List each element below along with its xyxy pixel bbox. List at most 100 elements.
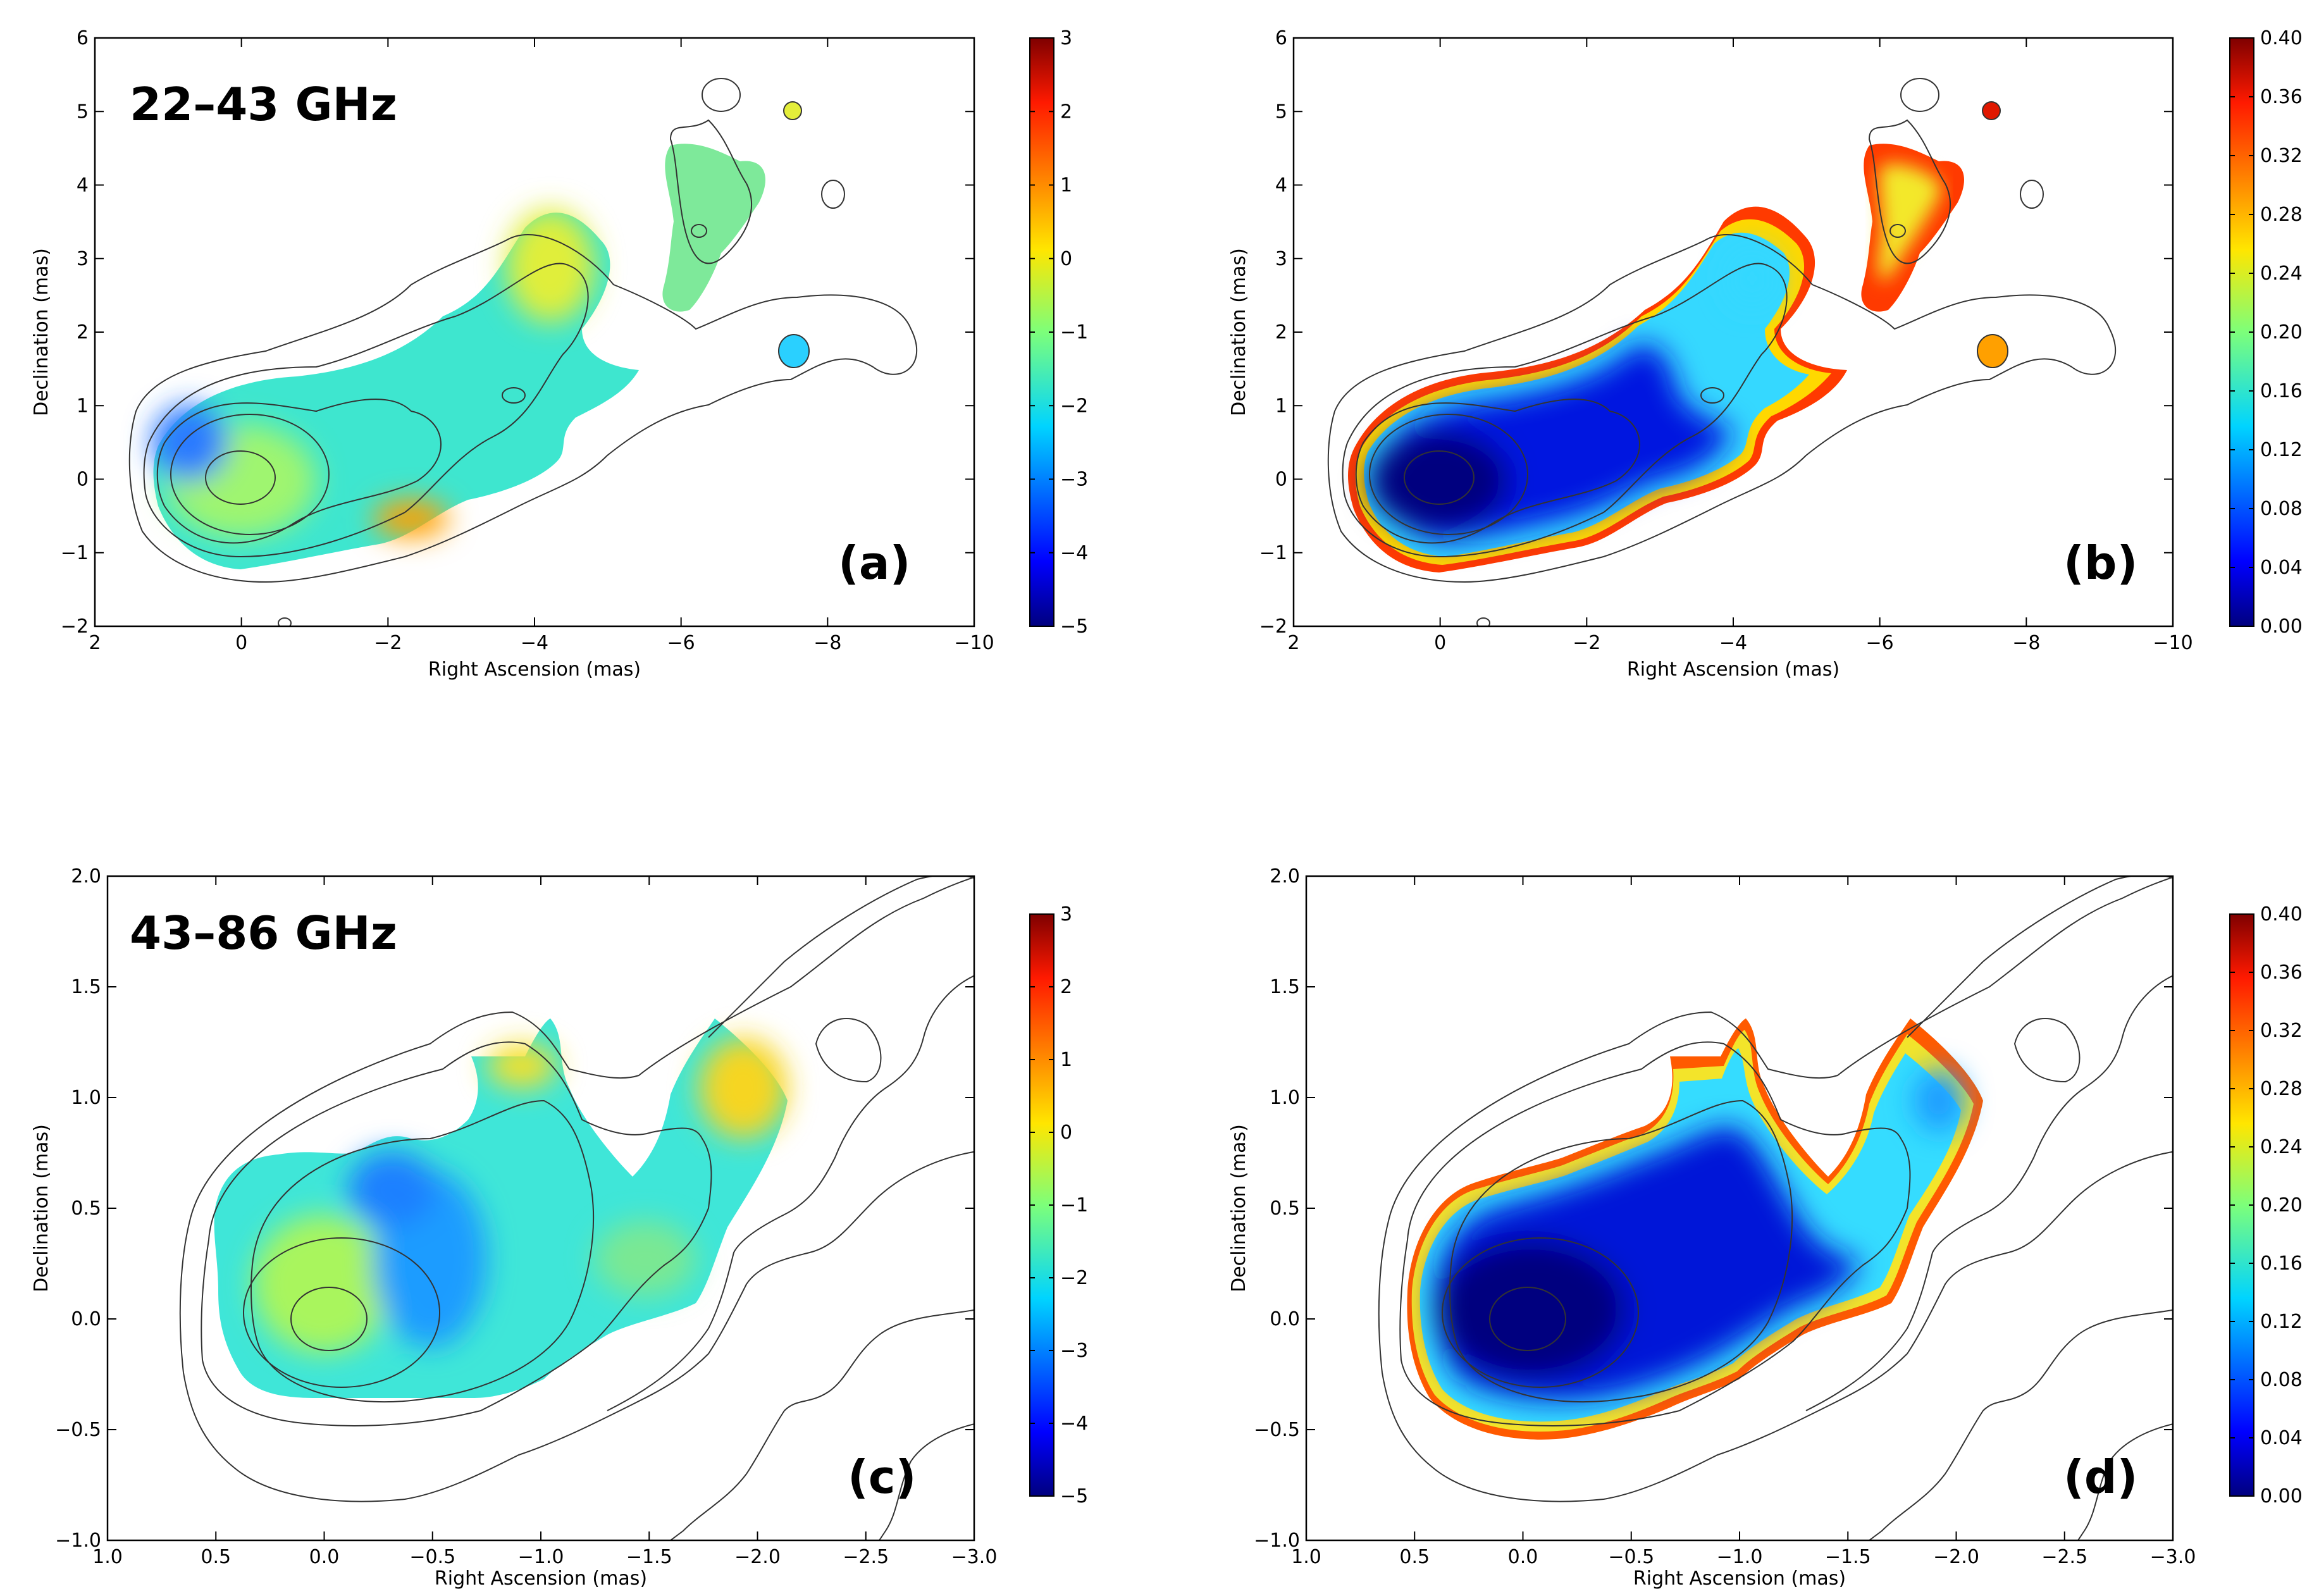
contour-line	[1805, 876, 2173, 1411]
y-tick-label: 0.5	[1270, 1197, 1300, 1220]
y-tick-label: 4	[77, 175, 89, 197]
x-tick-label: −4	[1719, 632, 1747, 654]
jet-blob-lower	[778, 334, 810, 368]
colorbar-tick-label: 0.24	[2260, 263, 2303, 285]
colorbar-tick-label: 3	[1060, 903, 1072, 925]
contour-line	[179, 876, 974, 1502]
colorbar-tick-label: 0.36	[2260, 86, 2303, 108]
contour-line	[1369, 414, 1528, 535]
y-tick-labels: −1.0 −0.5 0.0 0.5 1.0 1.5 2.0	[55, 865, 101, 1552]
contour-line	[607, 876, 974, 1411]
contour-line	[205, 450, 276, 505]
x-tick-label: 0.5	[1399, 1546, 1430, 1568]
x-tick-label: −2	[1573, 632, 1600, 654]
y-tick-label: 1.5	[71, 976, 101, 998]
panel-c: 1.0 0.5 0.0 −0.5 −1.0 −1.5 −2.0 −2.5 −3.0 −1.0 −0…	[30, 865, 1088, 1590]
y-tick-label: 6	[77, 27, 89, 49]
colorbar-tick-label: −3	[1060, 1340, 1088, 1362]
colorbar-tick-label: −2	[1060, 395, 1088, 417]
contour-line	[1869, 1309, 2173, 1540]
y-axis-label: Declination (mas)	[1228, 1124, 1250, 1292]
x-axis-label: Right Ascension (mas)	[1633, 1568, 1846, 1590]
x-tick-label: −2.5	[2041, 1546, 2087, 1568]
panel-d: 1.0 0.5 0.0 −0.5 −1.0 −1.5 −2.0 −2.5 −3.0 −1.0 −0…	[1228, 865, 2303, 1590]
x-tick-label: 0.5	[201, 1546, 231, 1568]
contour-line	[1868, 119, 1951, 264]
x-tick-label: −10	[954, 632, 994, 654]
y-tick-label: −0.5	[55, 1419, 101, 1441]
colorbar-tick-label: −3	[1060, 469, 1088, 491]
x-tick-label: 2	[1287, 632, 1299, 654]
colorbar-tick-label: 0.00	[2260, 1485, 2303, 1507]
y-tick-labels: −2 −1 0 1 2 3 4 5 6	[1259, 27, 1287, 638]
x-tick-label: 1.0	[92, 1546, 123, 1568]
contour-line	[1355, 399, 1640, 544]
jet-edge-region	[373, 500, 449, 538]
jet-steep-region	[348, 1151, 436, 1227]
colorbar-tick-label: 0.32	[2260, 1020, 2303, 1042]
colorbar-tick-label: 0.16	[2260, 380, 2303, 402]
y-tick-labels: −1.0 −0.5 0.0 0.5 1.0 1.5 2.0	[1254, 865, 1300, 1552]
colorbar-tick-label: 0.08	[2260, 498, 2303, 520]
tick-marks	[1293, 37, 2174, 627]
x-tick-label: −2.0	[1933, 1546, 1979, 1568]
x-tick-label: −8	[2012, 632, 2040, 654]
x-axis-label: Right Ascension (mas)	[435, 1568, 647, 1590]
y-tick-label: −2	[1259, 616, 1287, 638]
colorbar-tick-label: 0	[1060, 1122, 1072, 1144]
y-tick-label: 1	[1275, 395, 1287, 417]
y-axis-label: Declination (mas)	[30, 248, 53, 416]
y-tick-label: 0	[77, 469, 89, 491]
x-tick-labels: 2 0 −2 −4 −6 −8 −10	[89, 632, 994, 654]
jet-mid-region	[595, 1221, 696, 1297]
contour-line	[170, 414, 330, 535]
x-tick-label: −2.0	[734, 1546, 781, 1568]
contour-line	[278, 617, 292, 626]
colorbar-tick-label: 3	[1060, 27, 1072, 49]
colorbar-tick-label: 0.08	[2260, 1369, 2303, 1391]
contour-line	[2020, 180, 2044, 209]
y-tick-label: 0	[1275, 469, 1287, 491]
colorbar-tick-label: 0.20	[2260, 1194, 2303, 1216]
x-tick-label: −1.5	[1825, 1546, 1871, 1568]
y-tick-label: 5	[1275, 101, 1287, 123]
y-tick-label: −1	[61, 542, 89, 564]
knot-uncertainty-region	[1727, 250, 1778, 307]
contour-line	[879, 1423, 974, 1540]
x-tick-label: −0.5	[1608, 1546, 1654, 1568]
x-tick-label: −6	[1866, 632, 1894, 654]
colorbar-tick-label: 0.12	[2260, 1311, 2303, 1333]
contour-line	[1404, 450, 1475, 505]
contour-line	[1399, 1041, 1911, 1426]
contour-line	[702, 78, 741, 112]
y-axis-label: Declination (mas)	[30, 1124, 53, 1292]
x-tick-label: −1.0	[518, 1546, 564, 1568]
panel-label: (b)	[2063, 536, 2137, 590]
tick-marks	[107, 875, 975, 1541]
y-tick-label: 1.0	[71, 1087, 101, 1109]
y-tick-labels: −2 −1 0 1 2 3 4 5 6	[61, 27, 89, 638]
y-tick-label: 1.5	[1270, 976, 1300, 998]
contour-line	[1342, 263, 1788, 558]
colorbar-tick-label: 0.32	[2260, 145, 2303, 167]
y-tick-label: −1.0	[1254, 1530, 1300, 1552]
x-tick-label: −0.5	[409, 1546, 455, 1568]
band-label: 22–43 GHz	[130, 78, 397, 131]
jet-flat-region	[699, 1037, 788, 1139]
colorbar-tick-label: −1	[1060, 321, 1088, 343]
contour-line	[815, 1018, 882, 1083]
x-tick-label: −2	[374, 632, 402, 654]
x-tick-labels: 1.0 0.5 0.0 −0.5 −1.0 −1.5 −2.0 −2.5 −3.0	[92, 1546, 997, 1568]
y-tick-label: 0.0	[71, 1308, 101, 1330]
panel-label: (d)	[2063, 1451, 2137, 1504]
jet-northern-inner	[1878, 163, 1941, 281]
jet-blob-lower	[1977, 334, 2008, 368]
contour-line	[1489, 1287, 1566, 1351]
jet-flat-region	[487, 1044, 557, 1088]
contour-line	[1378, 876, 2173, 1502]
band-label: 43–86 GHz	[130, 906, 397, 960]
colorbar-tick-label: 0.40	[2260, 903, 2303, 925]
jet-northern-feature	[662, 144, 765, 312]
x-tick-labels: 2 0 −2 −4 −6 −8 −10	[1287, 632, 2192, 654]
